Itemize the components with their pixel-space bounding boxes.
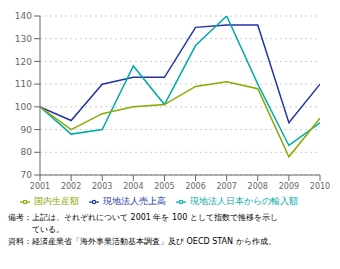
svg-text:2002: 2002 — [61, 182, 81, 191]
html-text:現地法人売上高: 現地法人売上高 — [103, 196, 166, 206]
svg-text:100: 100 — [15, 102, 32, 112]
svg-text:130: 130 — [15, 34, 32, 44]
svg-text:90: 90 — [21, 125, 33, 135]
svg-text:2005: 2005 — [154, 182, 174, 191]
svg-text:2006: 2006 — [185, 182, 205, 191]
svg-text:2008: 2008 — [248, 182, 268, 191]
html-text:国内生産額: 国内生産額 — [34, 196, 79, 206]
svg-text:110: 110 — [15, 79, 32, 89]
svg-text:2010: 2010 — [310, 182, 330, 191]
html-text:現地法人日本からの輸入額: 現地法人日本からの輸入額 — [190, 196, 298, 206]
html-text:資料：経済産業省「海外事業活動基本調査」及び OECD ST: 資料：経済産業省「海外事業活動基本調査」及び OECD STAN から作成。 — [8, 237, 276, 246]
svg-text:70: 70 — [21, 170, 33, 180]
svg-text:2001: 2001 — [30, 182, 50, 191]
svg-text:120: 120 — [15, 57, 32, 67]
svg-text:80: 80 — [21, 147, 33, 157]
svg-text:2009: 2009 — [279, 182, 299, 191]
svg-text:2004: 2004 — [123, 182, 143, 191]
html-text:備考：上記は、それぞれについて 2001 年を 100 とし: 備考：上記は、それぞれについて 2001 年を 100 として指数で推移を示し — [8, 213, 278, 222]
svg-text:140: 140 — [15, 11, 32, 21]
svg-text:2003: 2003 — [92, 182, 112, 191]
html-text:ている。: ている。 — [8, 225, 64, 234]
svg-text:2007: 2007 — [216, 182, 236, 191]
